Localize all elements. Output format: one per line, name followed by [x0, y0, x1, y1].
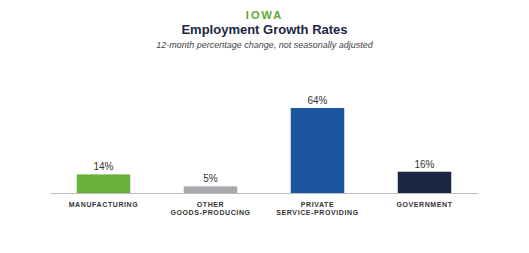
chart: IOWAEmployment Growth Rates 12-month perc…: [0, 0, 529, 253]
bars: [77, 108, 452, 193]
bar: [184, 186, 238, 193]
tick: OTHERGOODS-PRODUCING: [170, 201, 250, 216]
tick-label: GOVERNMENT: [396, 201, 452, 208]
tick-label: PRIVATESERVICE-PROVIDING: [276, 201, 358, 216]
bar: [398, 172, 452, 193]
background: [0, 0, 529, 253]
data-label: 5%: [203, 173, 218, 184]
bar: [77, 174, 131, 193]
axis-line: [51, 193, 479, 194]
tick-label: OTHERGOODS-PRODUCING: [170, 201, 250, 216]
tick: MANUFACTURING: [69, 201, 139, 208]
bar: [291, 108, 345, 193]
x-axis: MANUFACTURING OTHERGOODS-PRODUCING PRIVATE…: [51, 194, 479, 217]
title: IOWA: [246, 9, 283, 21]
data-label: 16%: [414, 159, 434, 170]
tick: PRIVATESERVICE-PROVIDING: [276, 201, 358, 216]
data-labels: 14% 5% 64% 16%: [93, 95, 434, 184]
data-label: 64%: [307, 95, 327, 106]
tick: GOVERNMENT: [396, 201, 452, 208]
tick-label: MANUFACTURING: [69, 201, 139, 208]
data-label: 14%: [93, 161, 113, 172]
annotation: 12-month percentage change, not seasonal…: [156, 40, 374, 50]
subtitle: Employment Growth Rates: [181, 22, 347, 37]
